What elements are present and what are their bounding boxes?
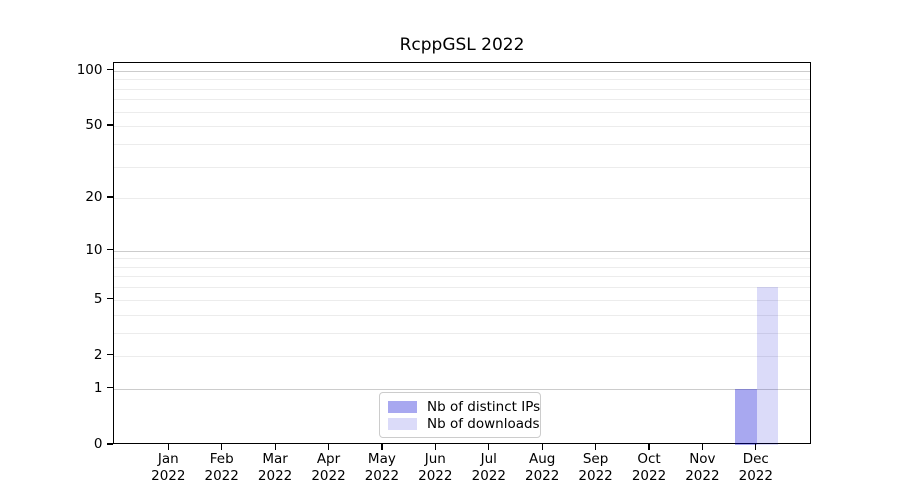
- y-tick-mark: [106, 248, 113, 251]
- y-tick-mark: [106, 69, 113, 71]
- x-tick-mark: [648, 444, 650, 450]
- x-tick-label-jun: Jun 2022: [418, 451, 453, 484]
- gridline: [114, 388, 810, 390]
- y-tick-mark: [106, 354, 113, 356]
- gridline: [114, 198, 810, 200]
- gridline: [114, 314, 810, 316]
- y-tick-label: 1: [93, 379, 103, 396]
- x-tick-mark: [434, 444, 436, 450]
- x-tick-label-feb: Feb 2022: [204, 451, 239, 484]
- gridline: [114, 299, 810, 301]
- y-tick-label: 20: [85, 189, 103, 206]
- y-tick-mark: [106, 124, 113, 126]
- y-tick-mark: [106, 387, 113, 389]
- gridline: [114, 332, 810, 334]
- x-tick-mark: [274, 444, 276, 450]
- x-tick-mark: [221, 444, 223, 450]
- x-tick-label-aug: Aug 2022: [525, 451, 560, 484]
- legend-label-distinct-ips: Nb of distinct IPs: [427, 398, 541, 415]
- x-tick-mark: [541, 444, 543, 450]
- gridline: [114, 166, 810, 168]
- x-tick-mark: [701, 444, 703, 450]
- gridline: [114, 143, 810, 145]
- bar-nb-of-distinct-ips: [735, 388, 757, 445]
- gridline: [114, 250, 810, 252]
- x-tick-label-sep: Sep 2022: [578, 451, 613, 484]
- y-tick-label: 100: [76, 61, 103, 78]
- legend-item-downloads: Nb of downloads: [388, 415, 540, 432]
- x-tick-label-jul: Jul 2022: [471, 451, 506, 484]
- legend-swatch-downloads: [388, 417, 417, 430]
- x-tick-mark: [594, 444, 597, 450]
- gridline: [114, 258, 810, 260]
- legend-item-distinct-ips: Nb of distinct IPs: [388, 398, 540, 415]
- gridline: [114, 266, 810, 268]
- gridline: [114, 99, 810, 101]
- x-tick-label-oct: Oct 2022: [631, 451, 667, 484]
- y-tick-mark: [106, 298, 113, 300]
- gridline: [114, 126, 810, 128]
- legend-swatch-distinct-ips: [388, 400, 417, 413]
- x-tick-label-dec: Dec 2022: [738, 451, 773, 484]
- x-tick-label-jan: Jan 2022: [151, 451, 186, 484]
- y-tick-mark: [106, 196, 113, 198]
- gridline: [114, 111, 810, 113]
- plot-area: Nb of distinct IPs Nb of downloads: [113, 62, 811, 445]
- chart-title: RcppGSL 2022: [399, 35, 525, 55]
- gridline: [114, 276, 810, 278]
- x-tick-label-apr: Apr 2022: [311, 451, 346, 484]
- y-tick-mark: [106, 443, 113, 445]
- x-tick-mark: [381, 444, 383, 450]
- gridline: [114, 287, 810, 289]
- legend: Nb of distinct IPs Nb of downloads: [379, 392, 541, 438]
- gridline: [114, 70, 810, 72]
- gridline: [114, 355, 810, 357]
- gridline: [114, 79, 810, 81]
- x-tick-mark: [755, 444, 757, 450]
- legend-label-downloads: Nb of downloads: [427, 415, 540, 432]
- y-tick-label: 10: [85, 241, 103, 258]
- x-tick-mark: [327, 444, 330, 450]
- x-tick-mark: [167, 444, 169, 450]
- bar-nb-of-downloads: [756, 287, 779, 445]
- x-tick-label-may: May 2022: [364, 451, 400, 484]
- y-tick-label: 2: [93, 346, 103, 363]
- x-tick-mark: [488, 444, 490, 450]
- x-tick-label-mar: Mar 2022: [257, 451, 293, 484]
- y-tick-label: 5: [93, 290, 103, 307]
- gridline: [114, 88, 810, 90]
- y-tick-label: 50: [85, 117, 103, 134]
- y-tick-label: 0: [93, 436, 103, 452]
- x-tick-label-nov: Nov 2022: [685, 451, 720, 484]
